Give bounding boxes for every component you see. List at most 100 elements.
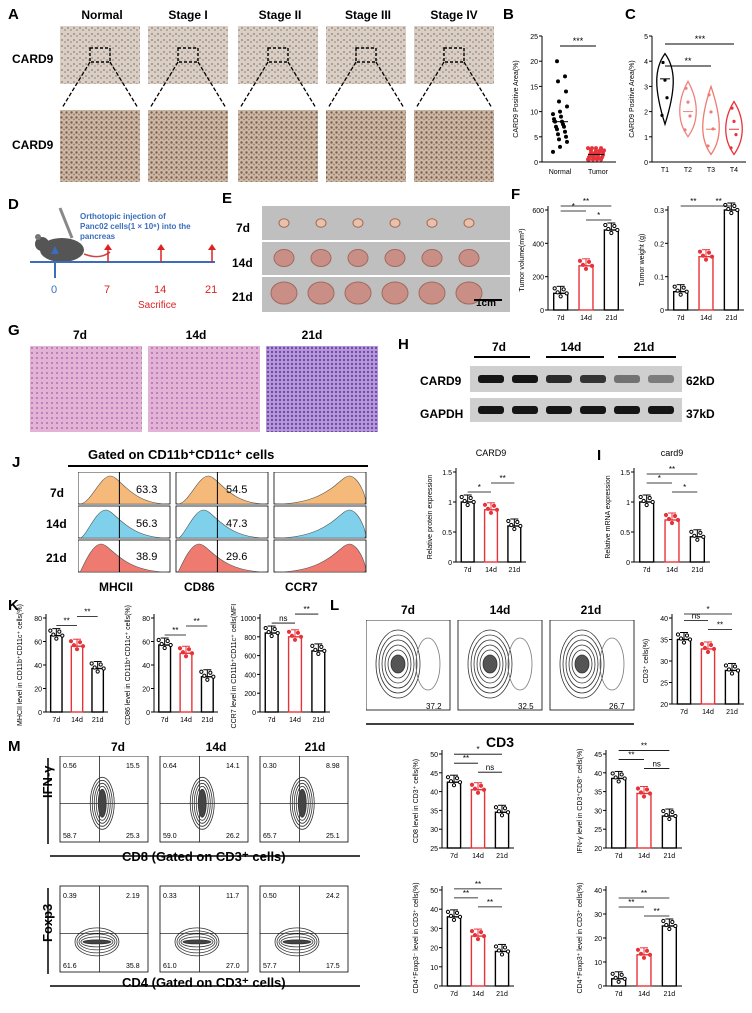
tumor — [418, 281, 446, 305]
data-point — [457, 780, 463, 785]
data-point — [729, 671, 735, 676]
data-point — [509, 522, 514, 528]
data-point — [622, 976, 627, 981]
y-tick-label: 20 — [530, 59, 538, 66]
data-point — [558, 294, 563, 299]
contour — [470, 634, 510, 694]
y-axis-label: Relative protein expression — [427, 475, 434, 560]
data-point — [665, 96, 669, 100]
ihc-low-mag-image — [238, 26, 318, 84]
y-tick-label: 0 — [626, 560, 630, 567]
data-point — [80, 644, 86, 649]
x-tick-label: 21d — [496, 991, 508, 998]
sig-label: * — [683, 483, 686, 492]
sig-label: * — [658, 474, 661, 483]
data-point — [564, 89, 568, 94]
contour — [274, 927, 320, 957]
data-point — [57, 629, 62, 634]
x-tick-label: 14d — [180, 717, 192, 724]
hist-row-21d: 21d — [46, 551, 67, 565]
y-tick-label: 60 — [34, 640, 42, 647]
data-point — [664, 812, 669, 818]
data-point — [699, 641, 705, 647]
data-point — [670, 919, 675, 925]
data-point — [89, 661, 94, 666]
data-point — [650, 499, 655, 505]
quadrant-value: 26.2 — [226, 833, 240, 840]
chart-title: card9 — [661, 448, 684, 458]
sig-label: ** — [463, 754, 469, 763]
data-point — [698, 530, 703, 535]
zoom-line — [415, 61, 445, 109]
sig-label: ** — [717, 621, 723, 630]
tumor-row-7d: 7d — [236, 221, 251, 235]
y-tick-label: 50 — [430, 888, 438, 895]
y-axis-label: CD4⁺Foxp3⁻ level in CD3⁺ cells(%) — [413, 882, 420, 993]
data-point — [557, 99, 561, 104]
stage-i: Stage I — [168, 8, 208, 22]
hist-marker-ccr7: CCR7 — [285, 580, 318, 594]
y-tick-label: 20 — [660, 702, 668, 709]
data-point — [735, 207, 740, 213]
l-val-7d: 37.2 — [426, 702, 442, 711]
y-tick-label: 25 — [594, 827, 602, 834]
x-tick-label: 21d — [508, 567, 520, 574]
data-point — [563, 129, 567, 134]
bar — [724, 669, 740, 705]
histogram — [79, 543, 169, 573]
data-point — [700, 253, 706, 258]
data-point — [502, 806, 508, 811]
zoom-box — [177, 47, 199, 63]
sig-label: ** — [684, 56, 692, 66]
x-tick-label: T4 — [730, 167, 738, 174]
time-21: 21 — [205, 284, 218, 296]
panel-label-c: C — [625, 6, 636, 23]
x-tick-label: 7d — [52, 717, 60, 724]
sacrifice-label: Sacrifice — [138, 300, 177, 311]
wb-band — [648, 406, 674, 414]
sig-label: ns — [692, 612, 700, 621]
data-point — [644, 502, 649, 508]
contour-gate — [599, 637, 625, 691]
violin — [725, 100, 743, 156]
data-point — [475, 936, 481, 942]
data-point — [313, 647, 318, 653]
contour — [195, 785, 209, 821]
y-tick-label: 25 — [430, 846, 438, 853]
zoom-line — [463, 61, 493, 109]
data-point — [177, 646, 183, 651]
bar — [470, 789, 486, 849]
sig-label: ** — [463, 889, 469, 898]
panel-label-d: D — [8, 196, 19, 213]
data-point — [454, 910, 460, 915]
y-tick-label: 30 — [430, 926, 438, 933]
wb-band — [546, 406, 572, 414]
quadrant-value: 0.56 — [63, 763, 77, 770]
data-point — [563, 74, 567, 79]
y-tick-label: 45 — [594, 752, 602, 759]
data-point — [603, 222, 608, 228]
data-point — [666, 516, 672, 522]
wb-band — [648, 375, 674, 383]
data-point — [488, 510, 494, 515]
zoom-line — [197, 61, 227, 109]
bar — [494, 811, 510, 849]
ihc-low-mag-image — [60, 26, 140, 84]
gating-header: Gated on CD11b⁺CD11c⁺ cells — [88, 447, 275, 462]
quadrant-value: 2.19 — [126, 893, 140, 900]
x-tick-label: 21d — [691, 567, 703, 574]
tumor — [455, 281, 483, 305]
data-point — [286, 629, 292, 634]
time-0: 0 — [51, 284, 58, 296]
data-point — [565, 139, 569, 144]
data-point — [586, 259, 592, 264]
data-point — [496, 809, 502, 814]
violin — [679, 80, 697, 138]
contour — [180, 936, 214, 948]
data-point — [596, 155, 600, 160]
data-point — [552, 117, 556, 122]
data-point — [706, 250, 712, 255]
data-point — [289, 633, 295, 638]
sig-label: ** — [690, 197, 696, 206]
hist-val-mhc-14d: 56.3 — [136, 518, 158, 530]
